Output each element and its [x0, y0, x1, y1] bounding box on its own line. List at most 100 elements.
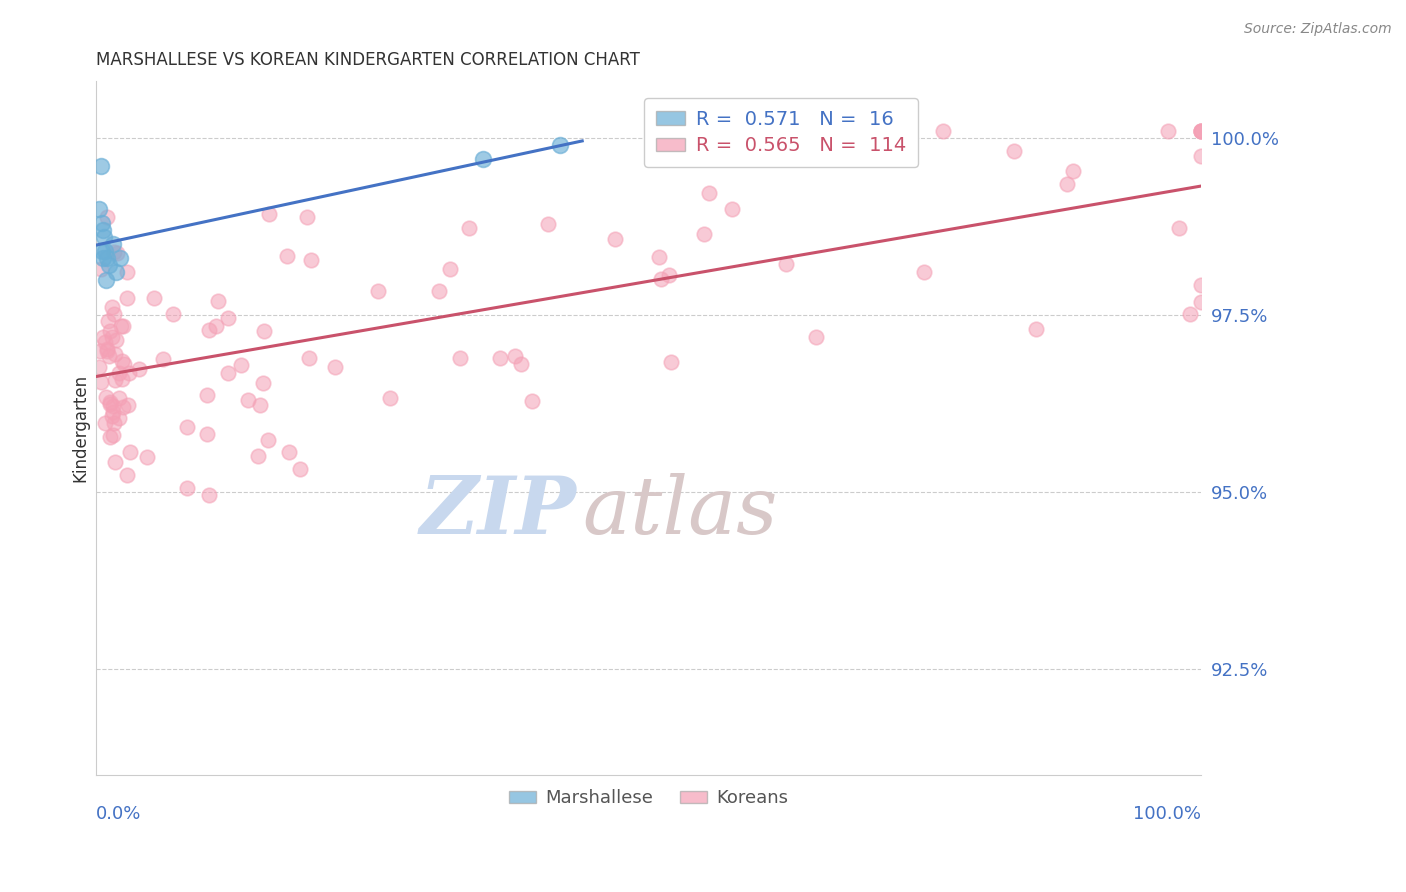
Point: [101, 409, 124, 423]
Point: [439, 262, 461, 277]
Point: [98, 258, 121, 272]
Point: [277, 444, 299, 458]
Point: [112, 357, 135, 371]
Point: [98, 349, 121, 363]
Point: [105, 265, 128, 279]
Point: [205, 319, 228, 334]
Point: [91, 223, 114, 237]
Point: [110, 318, 132, 333]
Point: [1156, 124, 1178, 138]
Text: atlas: atlas: [582, 473, 778, 550]
Point: [207, 294, 229, 309]
Point: [1189, 124, 1212, 138]
Point: [96, 343, 118, 358]
Point: [249, 398, 271, 412]
Point: [367, 284, 389, 298]
Point: [246, 450, 269, 464]
Point: [118, 444, 141, 458]
Point: [94, 335, 117, 350]
Point: [195, 388, 218, 402]
Point: [128, 362, 150, 376]
Point: [299, 253, 322, 268]
Point: [135, 450, 157, 464]
Point: [90, 375, 112, 389]
Point: [108, 392, 131, 406]
Point: [103, 307, 125, 321]
Point: [98, 430, 121, 444]
Point: [89, 344, 111, 359]
Text: MARSHALLESE VS KOREAN KINDERGARTEN CORRELATION CHART: MARSHALLESE VS KOREAN KINDERGARTEN CORRE…: [96, 51, 640, 69]
Point: [90, 159, 112, 173]
Point: [257, 433, 280, 447]
Text: 0.0%: 0.0%: [96, 805, 142, 823]
Point: [509, 357, 531, 371]
Point: [804, 330, 827, 344]
Point: [101, 428, 124, 442]
Point: [111, 319, 134, 334]
Point: [1002, 144, 1025, 158]
Point: [648, 250, 671, 264]
Point: [89, 202, 111, 216]
Point: [323, 359, 346, 374]
Point: [108, 366, 131, 380]
Point: [107, 411, 129, 425]
Point: [1189, 294, 1212, 309]
Point: [152, 352, 174, 367]
Point: [117, 398, 139, 412]
Point: [1189, 124, 1212, 138]
Point: [176, 481, 198, 495]
Point: [721, 202, 744, 217]
Point: [198, 323, 221, 337]
Point: [103, 455, 125, 469]
Point: [96, 342, 118, 356]
Point: [176, 420, 198, 434]
Point: [489, 351, 512, 366]
Point: [101, 237, 124, 252]
Point: [94, 244, 117, 259]
Point: [238, 392, 260, 407]
Point: [101, 399, 124, 413]
Point: [93, 230, 115, 244]
Point: [257, 207, 280, 221]
Text: Source: ZipAtlas.com: Source: ZipAtlas.com: [1244, 22, 1392, 37]
Point: [90, 262, 112, 277]
Text: ZIP: ZIP: [420, 473, 576, 550]
Y-axis label: Kindergarten: Kindergarten: [72, 374, 89, 483]
Point: [471, 152, 494, 166]
Point: [103, 244, 125, 259]
Point: [932, 124, 955, 138]
Point: [105, 333, 128, 347]
Legend: Marshallese, Koreans: Marshallese, Koreans: [502, 782, 796, 814]
Point: [98, 324, 121, 338]
Point: [93, 416, 115, 430]
Point: [96, 210, 118, 224]
Point: [548, 138, 571, 153]
Point: [288, 462, 311, 476]
Point: [380, 391, 402, 405]
Point: [1062, 164, 1084, 178]
Point: [115, 291, 138, 305]
Text: 100.0%: 100.0%: [1133, 805, 1201, 823]
Point: [195, 426, 218, 441]
Point: [91, 330, 114, 344]
Point: [112, 400, 135, 414]
Point: [217, 311, 239, 326]
Point: [111, 372, 134, 386]
Point: [912, 265, 935, 279]
Point: [697, 186, 720, 200]
Point: [110, 252, 132, 266]
Point: [96, 252, 118, 266]
Point: [101, 300, 124, 314]
Point: [91, 252, 114, 266]
Point: [537, 217, 560, 231]
Point: [94, 390, 117, 404]
Point: [276, 250, 298, 264]
Point: [693, 227, 716, 242]
Point: [295, 210, 318, 224]
Point: [1056, 177, 1078, 191]
Point: [142, 291, 165, 305]
Point: [117, 366, 139, 380]
Point: [89, 359, 111, 374]
Point: [520, 393, 543, 408]
Point: [1189, 278, 1212, 293]
